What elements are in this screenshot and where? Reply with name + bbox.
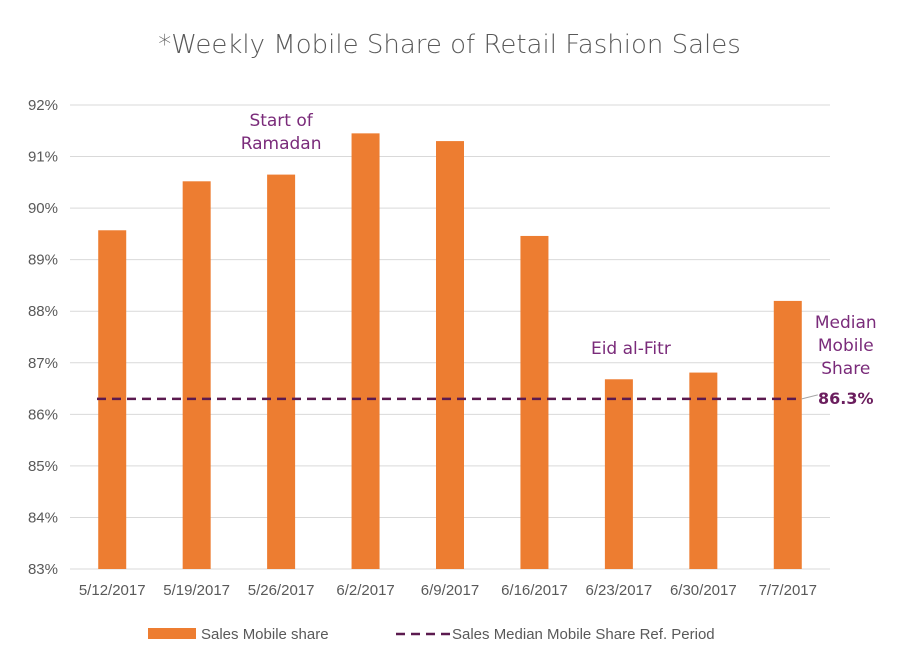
annotation-text: Mobile [818, 336, 874, 356]
x-tick-label: 6/9/2017 [421, 582, 479, 599]
y-tick-label: 86% [28, 406, 58, 423]
y-tick-label: 87% [28, 355, 58, 372]
bars [98, 133, 802, 570]
x-tick-label: 7/7/2017 [759, 582, 817, 599]
annotation-text: Ramadan [241, 134, 322, 154]
y-tick-label: 88% [28, 303, 58, 320]
bar [351, 133, 380, 569]
x-tick-label: 6/30/2017 [670, 582, 737, 599]
annotation-text: Median [815, 313, 877, 333]
bar [689, 372, 718, 569]
bar [604, 379, 633, 569]
x-tick-label: 5/26/2017 [248, 582, 315, 599]
x-tick-label: 5/12/2017 [79, 582, 146, 599]
legend-label-median: Sales Median Mobile Share Ref. Period [452, 626, 715, 643]
y-tick-label: 90% [28, 200, 58, 217]
median-reference-line [97, 394, 818, 401]
bar [773, 300, 802, 569]
median-leader-line [801, 394, 818, 400]
bar [436, 141, 464, 570]
chart-title: *Weekly Mobile Share of Retail Fashion S… [158, 30, 741, 60]
annotation-text: Share [821, 359, 870, 379]
y-tick-label: 89% [28, 252, 58, 269]
bar [182, 181, 211, 569]
x-tick-label: 5/19/2017 [163, 582, 230, 599]
y-axis-ticks: 83% 84% 85% 86% 87% 88% 89% 90% 91% 92% [28, 97, 58, 578]
legend-label-bars: Sales Mobile share [201, 626, 329, 643]
x-axis-ticks: 5/12/2017 5/19/2017 5/26/2017 6/2/2017 6/9/2… [79, 582, 817, 599]
legend: Sales Mobile share Sales Median Mobile Sh… [148, 626, 715, 643]
annotation-text: Start of [249, 111, 313, 131]
annotations: Start of Ramadan Eid al-Fitr Median Mobile Sh… [241, 111, 877, 408]
bar [520, 235, 549, 569]
y-tick-label: 92% [28, 97, 58, 114]
annotation-text: Eid al-Fitr [591, 339, 671, 359]
y-tick-label: 85% [28, 458, 58, 475]
median-value-label: 86.3% [818, 389, 874, 408]
x-tick-label: 6/16/2017 [501, 582, 568, 599]
y-tick-label: 91% [28, 149, 58, 166]
x-tick-label: 6/23/2017 [586, 582, 653, 599]
y-tick-label: 84% [28, 509, 58, 526]
y-tick-label: 83% [28, 561, 58, 578]
x-tick-label: 6/2/2017 [336, 582, 394, 599]
legend-swatch-bars [148, 628, 196, 639]
bar [267, 174, 296, 569]
